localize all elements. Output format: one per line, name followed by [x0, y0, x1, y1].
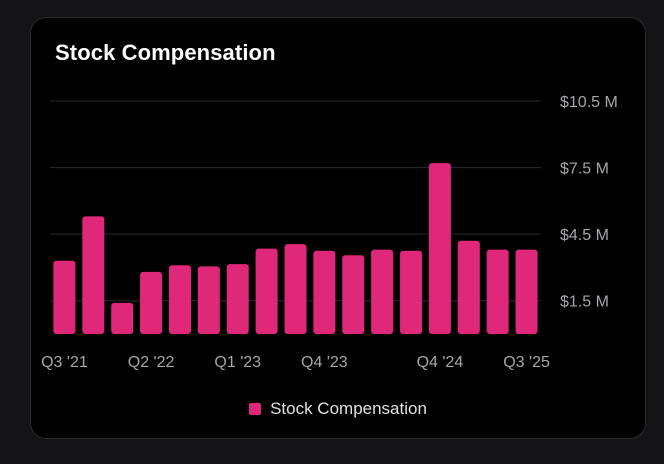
bar-q4-23[interactable] [313, 250, 336, 334]
x-tick-label: Q4 '24 [417, 354, 464, 371]
y-tick-label: $7.5 M [560, 161, 609, 178]
bar-q4-21[interactable] [82, 216, 105, 334]
bar-q3-21[interactable] [53, 260, 76, 334]
legend-label: Stock Compensation [270, 399, 427, 418]
y-tick-label: $10.5 M [560, 94, 618, 111]
bar-q2-23[interactable] [255, 248, 278, 334]
y-tick-label: $1.5 M [560, 294, 609, 311]
chart-title: Stock Compensation [55, 40, 276, 65]
bar-q2-22[interactable] [140, 271, 163, 334]
x-tick-label: Q2 '22 [128, 354, 175, 371]
x-tick-label: Q3 '25 [503, 354, 550, 371]
bar-q4-24[interactable] [428, 163, 451, 334]
bar-q2-24[interactable] [371, 249, 394, 334]
y-tick-label: $4.5 M [560, 227, 609, 244]
x-tick-label: Q1 '23 [214, 354, 261, 371]
bar-q3-24[interactable] [400, 250, 423, 334]
x-axis-labels: Q3 '21 Q2 '22 Q1 '23 Q4 '23 Q4 '24 Q3 '25 [41, 354, 550, 371]
legend-swatch [249, 403, 262, 415]
bar-q1-25[interactable] [457, 240, 480, 334]
bars [53, 163, 538, 334]
x-tick-label: Q3 '21 [41, 354, 88, 371]
legend[interactable]: Stock Compensation [31, 399, 645, 419]
bar-q1-22[interactable] [111, 302, 134, 334]
y-axis-labels: $1.5 M $4.5 M $7.5 M $10.5 M [560, 94, 618, 311]
bar-chart: $1.5 M $4.5 M $7.5 M $10.5 M Q3 '21 Q2 '22 Q1… [41, 94, 618, 371]
x-tick-label: Q4 '23 [301, 354, 348, 371]
bar-q4-22[interactable] [197, 266, 220, 334]
stock-compensation-card: Stock Compensation $1.5 M $4.5 M $7.5 M $10… [30, 17, 646, 439]
bar-q1-23[interactable] [226, 264, 249, 334]
bar-q3-22[interactable] [168, 265, 191, 334]
bar-q3-23[interactable] [284, 244, 307, 334]
bar-q1-24[interactable] [342, 255, 365, 334]
bar-q3-25[interactable] [515, 249, 538, 334]
bar-q2-25[interactable] [486, 249, 509, 334]
